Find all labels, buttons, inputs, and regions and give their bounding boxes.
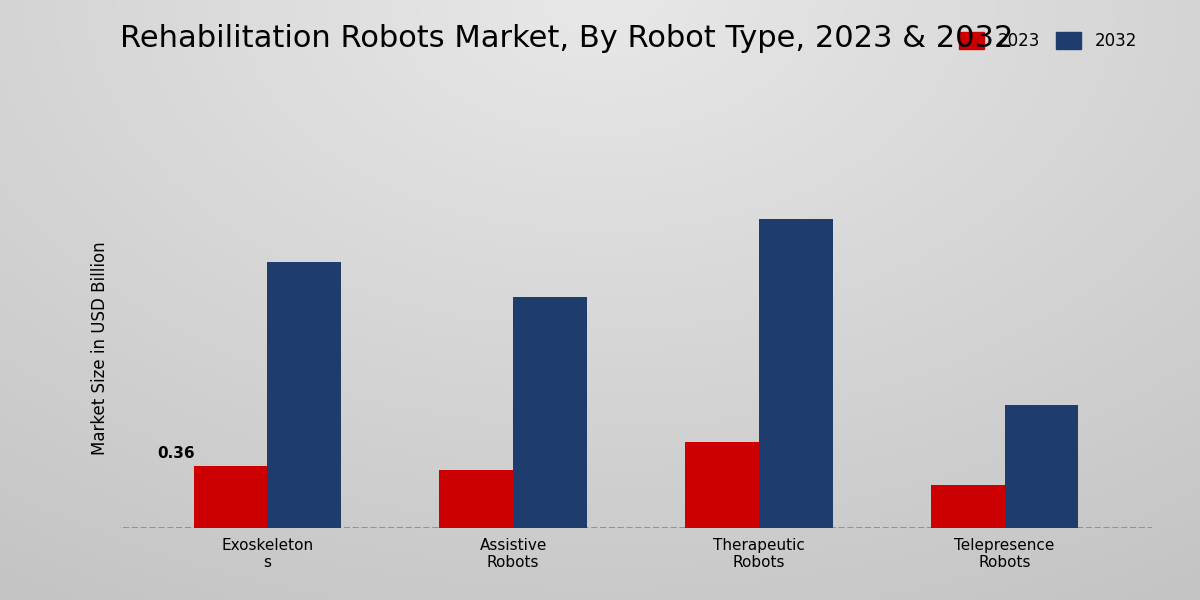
Y-axis label: Market Size in USD Billion: Market Size in USD Billion bbox=[91, 241, 109, 455]
Legend: 2023, 2032: 2023, 2032 bbox=[953, 25, 1144, 56]
Text: 0.36: 0.36 bbox=[157, 446, 194, 461]
Bar bbox=[514, 296, 587, 528]
Text: Rehabilitation Robots Market, By Robot Type, 2023 & 2032: Rehabilitation Robots Market, By Robot T… bbox=[120, 24, 1013, 53]
Bar bbox=[931, 485, 1004, 528]
Bar bbox=[268, 262, 341, 528]
Bar bbox=[1004, 404, 1079, 528]
Bar bbox=[758, 220, 833, 528]
Bar bbox=[439, 470, 514, 528]
Bar bbox=[685, 442, 758, 528]
Bar bbox=[193, 466, 268, 528]
